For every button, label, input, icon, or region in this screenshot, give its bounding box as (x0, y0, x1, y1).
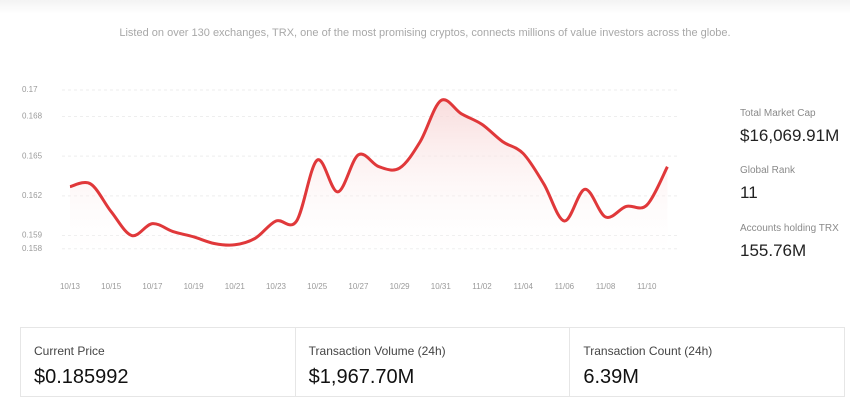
stat-label: Accounts holding TRX (740, 223, 839, 234)
x-tick-label: 10/23 (266, 282, 287, 291)
y-tick-label: 0.158 (22, 244, 43, 253)
card-label: Current Price (34, 344, 105, 358)
x-tick-label: 10/29 (390, 282, 411, 291)
x-tick-label: 10/21 (225, 282, 246, 291)
x-tick-label: 11/06 (555, 282, 575, 291)
card-label: Transaction Count (24h) (583, 344, 713, 358)
x-tick-label: 10/19 (184, 282, 205, 291)
area (70, 99, 668, 263)
card-label: Transaction Volume (24h) (308, 344, 446, 358)
stat-value: 11 (740, 183, 758, 202)
x-tick-label: 10/25 (307, 282, 328, 291)
y-tick-label: 0.17 (22, 85, 38, 94)
y-tick-label: 0.168 (22, 112, 43, 121)
y-tick-label: 0.159 (22, 231, 43, 240)
stat: Global Rank 11 (740, 165, 795, 203)
subtitle: Listed on over 130 exchanges, TRX, one o… (119, 27, 731, 39)
x-tick-label: 10/17 (142, 282, 163, 291)
stat-label: Total Market Cap (740, 108, 816, 119)
x-tick-label: 11/04 (513, 282, 533, 291)
card-value: $0.185992 (34, 366, 129, 388)
stat: Total Market Cap $16,069.91M (740, 108, 839, 146)
card: Current Price $0.185992 (21, 328, 296, 396)
x-tick-label: 10/15 (101, 282, 122, 291)
x-tick-label: 10/13 (60, 282, 81, 291)
card-value: 6.39M (583, 366, 639, 388)
price-chart: 0.158 0.159 0.162 0.165 0.168 0.17 10/13 10/15 1… (22, 85, 680, 291)
stat-value: 155.76M (740, 241, 807, 260)
stat-label: Global Rank (740, 165, 796, 176)
card-value: $1,967.70M (308, 366, 415, 388)
stat: Accounts holding TRX 155.76M (740, 223, 839, 261)
price-line (69, 98, 669, 247)
x-tick-label: 11/08 (596, 282, 616, 291)
x-tick-label: 11/10 (637, 282, 657, 291)
summary-cards: Current Price $0.185992 Transaction Volum… (20, 327, 845, 397)
y-tick-label: 0.165 (22, 151, 43, 160)
top-bar (0, 0, 850, 14)
stat-value: $16,069.91M (740, 126, 840, 145)
x-tick-label: 10/31 (431, 282, 452, 291)
x-tick-label: 11/02 (472, 282, 492, 291)
card: Transaction Count (24h) 6.39M (570, 328, 844, 396)
card: Transaction Volume (24h) $1,967.70M (296, 328, 571, 396)
x-tick-label: 10/27 (348, 282, 369, 291)
y-tick-label: 0.162 (22, 191, 43, 200)
